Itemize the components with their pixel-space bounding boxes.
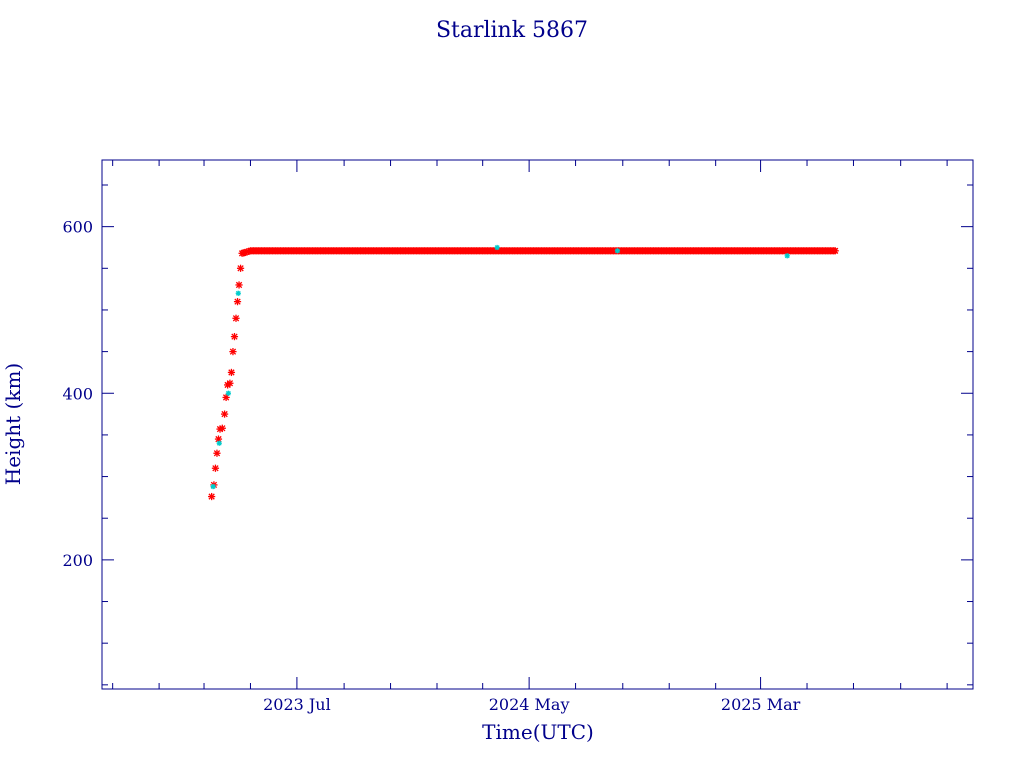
y-tick-label: 600 [62, 218, 93, 237]
data-series [208, 244, 839, 501]
x-tick-label: 2025 Mar [721, 695, 801, 714]
x-tick-label: 2024 May [489, 695, 570, 714]
data-point [235, 281, 243, 289]
data-point [216, 440, 222, 446]
data-point [614, 248, 621, 254]
data-point [494, 244, 500, 251]
data-point [213, 449, 221, 457]
data-point [230, 333, 239, 341]
data-point [225, 390, 231, 396]
data-point [229, 348, 237, 356]
data-point [218, 424, 226, 432]
data-point [235, 290, 241, 296]
data-point [233, 298, 242, 306]
data-point [831, 247, 839, 255]
data-point [208, 492, 216, 501]
data-point [226, 379, 234, 387]
data-point [784, 253, 790, 259]
data-point [232, 314, 240, 322]
data-point [227, 368, 236, 377]
y-tick-label: 400 [62, 384, 93, 403]
data-point [211, 464, 220, 472]
y-tick-label: 200 [62, 551, 93, 570]
data-point [220, 410, 229, 418]
x-axis-label: Time(UTC) [482, 720, 594, 744]
data-point [236, 264, 245, 272]
x-tick-label: 2023 Jul [263, 695, 331, 714]
data-point [210, 483, 216, 490]
y-axis-label: Height (km) [1, 363, 25, 485]
data-point [214, 435, 223, 443]
data-point [222, 393, 230, 402]
plot-frame [101, 159, 974, 690]
x-axis-ticks: 2023 Jul 2024 May 2025 Mar [112, 160, 948, 714]
chart-title: Starlink 5867 [436, 18, 588, 43]
y-axis-ticks: 200 400 600 [62, 184, 973, 686]
